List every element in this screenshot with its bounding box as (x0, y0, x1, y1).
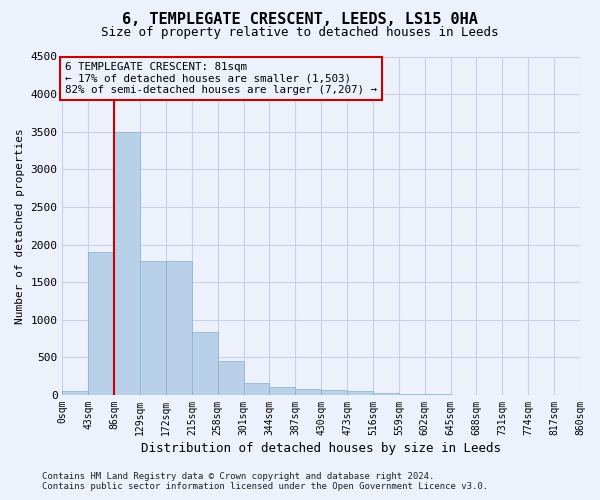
Bar (140, 262, 166, 395)
Y-axis label: Number of detached properties: Number of detached properties (15, 128, 25, 324)
Bar (321, 390, 347, 395)
Bar (192, 332, 218, 395)
X-axis label: Distribution of detached houses by size in Leeds: Distribution of detached houses by size … (141, 442, 501, 455)
Bar (373, 392, 399, 395)
Bar (88, 252, 114, 395)
Text: 6 TEMPLEGATE CRESCENT: 81sqm
← 17% of detached houses are smaller (1,503)
82% of: 6 TEMPLEGATE CRESCENT: 81sqm ← 17% of de… (65, 62, 377, 95)
Bar (166, 262, 192, 395)
Text: Contains HM Land Registry data © Crown copyright and database right 2024.
Contai: Contains HM Land Registry data © Crown c… (42, 472, 488, 491)
Bar (244, 383, 269, 395)
Bar (347, 391, 373, 395)
Bar (295, 389, 321, 395)
Bar (62, 391, 88, 395)
Bar (399, 394, 425, 395)
Bar (425, 394, 451, 395)
Text: 6, TEMPLEGATE CRESCENT, LEEDS, LS15 0HA: 6, TEMPLEGATE CRESCENT, LEEDS, LS15 0HA (122, 12, 478, 28)
Bar (269, 388, 295, 395)
Bar (218, 361, 244, 395)
Text: Size of property relative to detached houses in Leeds: Size of property relative to detached ho… (101, 26, 499, 39)
Bar (114, 132, 140, 395)
